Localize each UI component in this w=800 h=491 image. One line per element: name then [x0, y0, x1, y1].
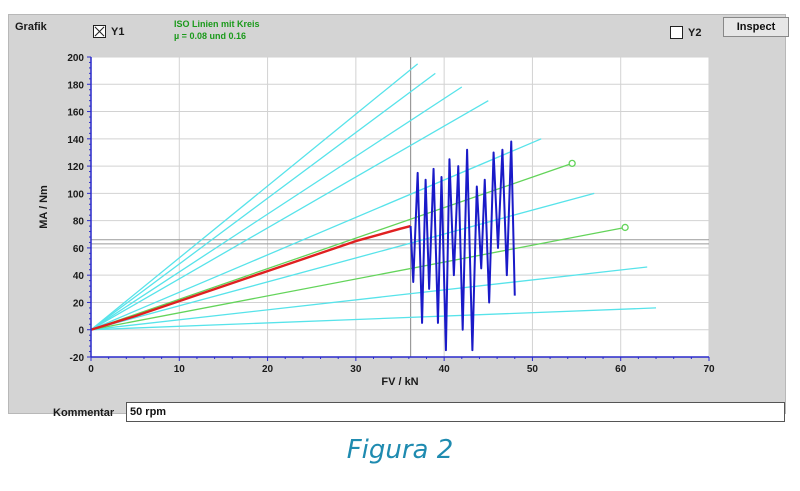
grid — [90, 56, 710, 358]
iso-line — [90, 72, 436, 331]
x-tick-label: 40 — [439, 364, 451, 375]
y-tick-label: 160 — [67, 108, 84, 119]
y-tick-label: 200 — [67, 53, 84, 64]
plot-area — [91, 57, 709, 357]
legend-friction-values: µ = 0.08 und 0.16 — [174, 31, 246, 41]
x-tick-label: 30 — [350, 364, 362, 375]
iso-lines — [90, 63, 657, 331]
legend-iso-lines: ISO Linien mit Kreis — [174, 19, 260, 29]
y-tick-label: 60 — [73, 244, 85, 255]
y-tick-label: 180 — [67, 80, 84, 91]
kommentar-label: Kommentar — [53, 407, 115, 419]
axes: 0 10 20 30 40 50 60 70-200204060801001201401601… — [67, 53, 715, 375]
figure-caption: Figura 2 — [346, 435, 454, 465]
x-tick-label: 10 — [174, 364, 186, 375]
y-tick-label: 120 — [67, 162, 84, 173]
grafik-panel: Grafik Y1 ISO Linien mit Kreis µ = 0.08 … — [8, 14, 789, 422]
friction-line-marker — [621, 223, 629, 232]
y-tick-label: 100 — [67, 189, 84, 200]
y2-label: Y2 — [688, 27, 702, 39]
iso-line — [90, 307, 657, 331]
series — [90, 140, 516, 352]
iso-line — [90, 100, 489, 331]
iso-line — [90, 266, 648, 331]
x-tick-label: 60 — [615, 364, 627, 375]
x-tick-label: 0 — [88, 364, 94, 375]
y-tick-label: 40 — [73, 271, 85, 282]
y-tick-label: 80 — [73, 217, 85, 228]
y-tick-label: 140 — [67, 135, 84, 146]
friction-line-marker — [568, 159, 576, 168]
x-tick-label: 20 — [262, 364, 274, 375]
y-tick-label: 20 — [73, 298, 85, 309]
y2-checkbox[interactable] — [670, 26, 683, 39]
kommentar-input[interactable] — [126, 402, 785, 422]
panel-title: Grafik — [15, 21, 47, 33]
series-blue-line — [409, 140, 516, 352]
iso-line — [90, 192, 595, 331]
iso-line — [90, 63, 419, 331]
chart: 0 10 20 30 40 50 60 70-200204060801001201401601… — [38, 53, 715, 388]
y-axis-label: MA / Nm — [38, 185, 50, 229]
friction-line — [90, 226, 626, 331]
series-red-line — [90, 224, 411, 331]
y-tick-label: -20 — [70, 353, 85, 364]
x-axis-label: FV / kN — [381, 376, 418, 388]
reference-lines — [91, 57, 709, 357]
inspect-button[interactable]: Inspect — [723, 17, 789, 37]
x-tick-label: 70 — [703, 364, 715, 375]
y1-checkbox[interactable] — [93, 25, 106, 38]
y1-label: Y1 — [111, 26, 125, 38]
x-tick-label: 50 — [527, 364, 539, 375]
iso-line — [90, 86, 463, 331]
y-tick-label: 0 — [78, 326, 84, 337]
